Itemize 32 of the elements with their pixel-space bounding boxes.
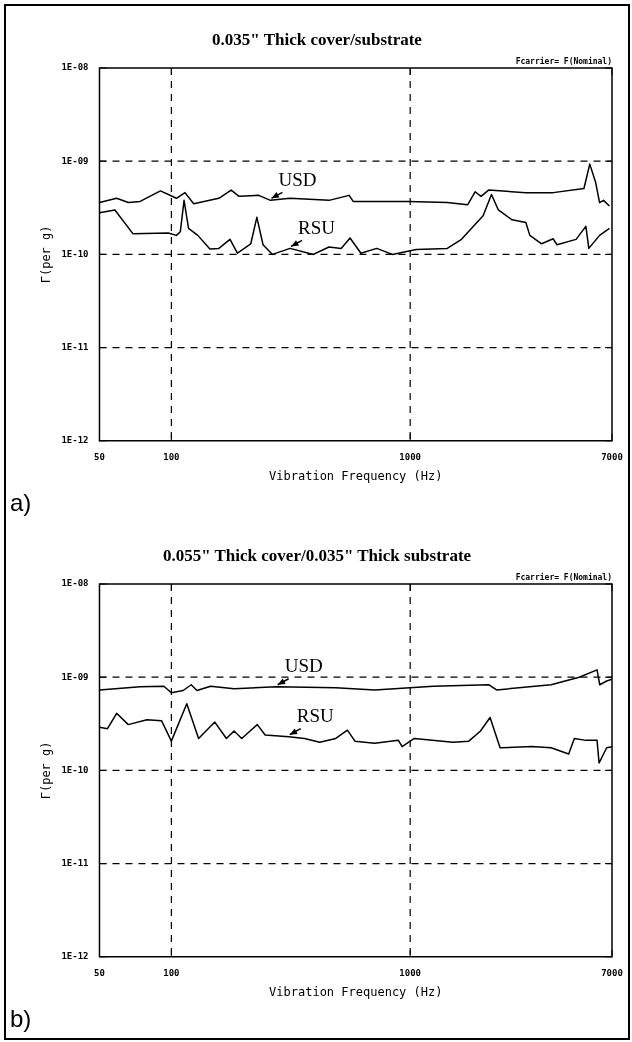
y-tick-label: 1E-10 bbox=[61, 248, 89, 259]
series-label: RSU bbox=[298, 216, 336, 238]
text: Fcarrier= F(Nominal) bbox=[515, 56, 612, 67]
x-tick-label: 1000 bbox=[399, 451, 422, 462]
x-tick-label: 50 bbox=[94, 967, 105, 978]
series-label: USD bbox=[278, 168, 317, 190]
x-axis-title: Vibration Frequency (Hz) bbox=[269, 468, 443, 483]
y-tick-label: 1E-11 bbox=[61, 341, 89, 352]
x-axis-title: Vibration Frequency (Hz) bbox=[269, 984, 443, 999]
y-tick-label: 1E-09 bbox=[61, 671, 89, 682]
chart-title: 0.035" Thick cover/substrate bbox=[211, 30, 423, 50]
y-tick-label: 1E-10 bbox=[61, 764, 89, 775]
y-tick-label: 1E-12 bbox=[61, 951, 89, 962]
x-tick-label: 50 bbox=[94, 451, 105, 462]
text: Fcarrier= F(Nominal) bbox=[515, 572, 612, 583]
series-label: USD bbox=[284, 655, 323, 677]
y-tick-label: 1E-08 bbox=[61, 578, 89, 589]
y-tick-label: 1E-09 bbox=[61, 155, 89, 166]
text: a) bbox=[10, 488, 32, 516]
y-tick-label: 1E-11 bbox=[61, 857, 89, 868]
x-tick-label: 100 bbox=[163, 967, 180, 978]
y-tick-label: 1E-08 bbox=[61, 62, 89, 73]
chart-title: 0.055" Thick cover/0.035" Thick substrate bbox=[161, 546, 473, 566]
y-axis-title: Γ(per g) bbox=[39, 741, 54, 800]
x-tick-label: 7000 bbox=[601, 967, 623, 978]
y-axis-title: Γ(per g) bbox=[39, 225, 54, 284]
x-tick-label: 100 bbox=[163, 451, 180, 462]
legend-label: RSU bbox=[296, 705, 334, 727]
x-tick-label: 1000 bbox=[399, 967, 422, 978]
y-tick-label: 1E-12 bbox=[61, 435, 89, 446]
text: b) bbox=[10, 1004, 32, 1032]
x-tick-label: 7000 bbox=[601, 451, 623, 462]
